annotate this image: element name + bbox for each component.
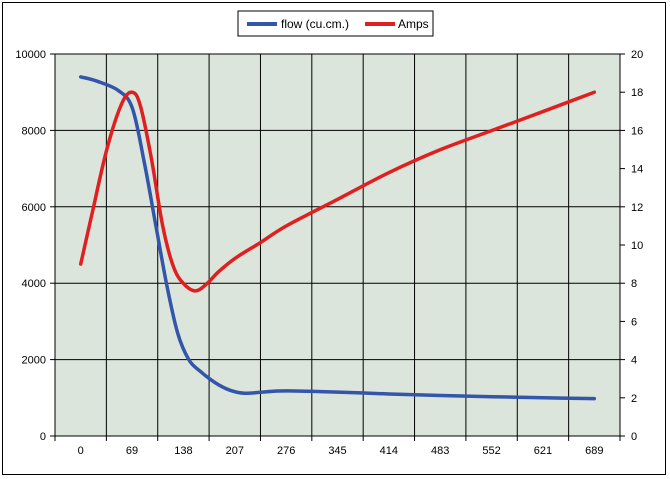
y-right-tick-label: 18 [631, 87, 643, 99]
x-tick-label: 138 [174, 445, 192, 457]
y-left-tick-label: 2000 [22, 355, 46, 367]
y-right-tick-label: 12 [631, 202, 643, 214]
x-tick-label: 69 [126, 445, 138, 457]
y-left-tick-label: 10000 [15, 49, 46, 61]
x-tick-label: 414 [380, 445, 398, 457]
x-tick-label: 689 [585, 445, 603, 457]
x-tick-label: 483 [431, 445, 449, 457]
legend-label: flow (cu.cm.) [281, 17, 349, 31]
x-tick-label: 552 [482, 445, 500, 457]
y-left-tick-label: 0 [40, 431, 46, 443]
y-right-tick-label: 20 [631, 49, 643, 61]
y-left-tick-label: 6000 [22, 202, 46, 214]
y-axis-right: 0 2 4 6 8 10 12 14 16 18 20 [620, 49, 643, 443]
y-left-tick-label: 4000 [22, 278, 46, 290]
x-tick-label: 0 [78, 445, 84, 457]
y-right-tick-label: 10 [631, 240, 643, 252]
y-right-tick-label: 4 [631, 355, 637, 367]
y-right-tick-label: 14 [631, 164, 643, 176]
series-line-flow [78, 75, 597, 401]
y-right-tick-label: 8 [631, 278, 637, 290]
series-lines [78, 75, 597, 401]
x-tick-label: 276 [277, 445, 295, 457]
y-left-tick-label: 8000 [22, 125, 46, 137]
x-axis: 0 69 138 207 276 345 414 483 552 621 689 [54, 436, 621, 457]
x-tick-label: 345 [328, 445, 346, 457]
legend-label: Amps [398, 17, 429, 31]
plot-area [55, 54, 620, 436]
y-right-tick-label: 2 [631, 393, 637, 405]
y-right-tick-label: 0 [631, 431, 637, 443]
y-right-tick-label: 16 [631, 125, 643, 137]
y-right-tick-label: 6 [631, 316, 637, 328]
y-axis-left: 0 2000 4000 6000 8000 10000 [15, 49, 55, 443]
x-tick-label: 207 [226, 445, 244, 457]
series-line-amps [78, 90, 597, 293]
legend: flow (cu.cm.) Amps [237, 10, 434, 37]
x-tick-label: 621 [534, 445, 552, 457]
